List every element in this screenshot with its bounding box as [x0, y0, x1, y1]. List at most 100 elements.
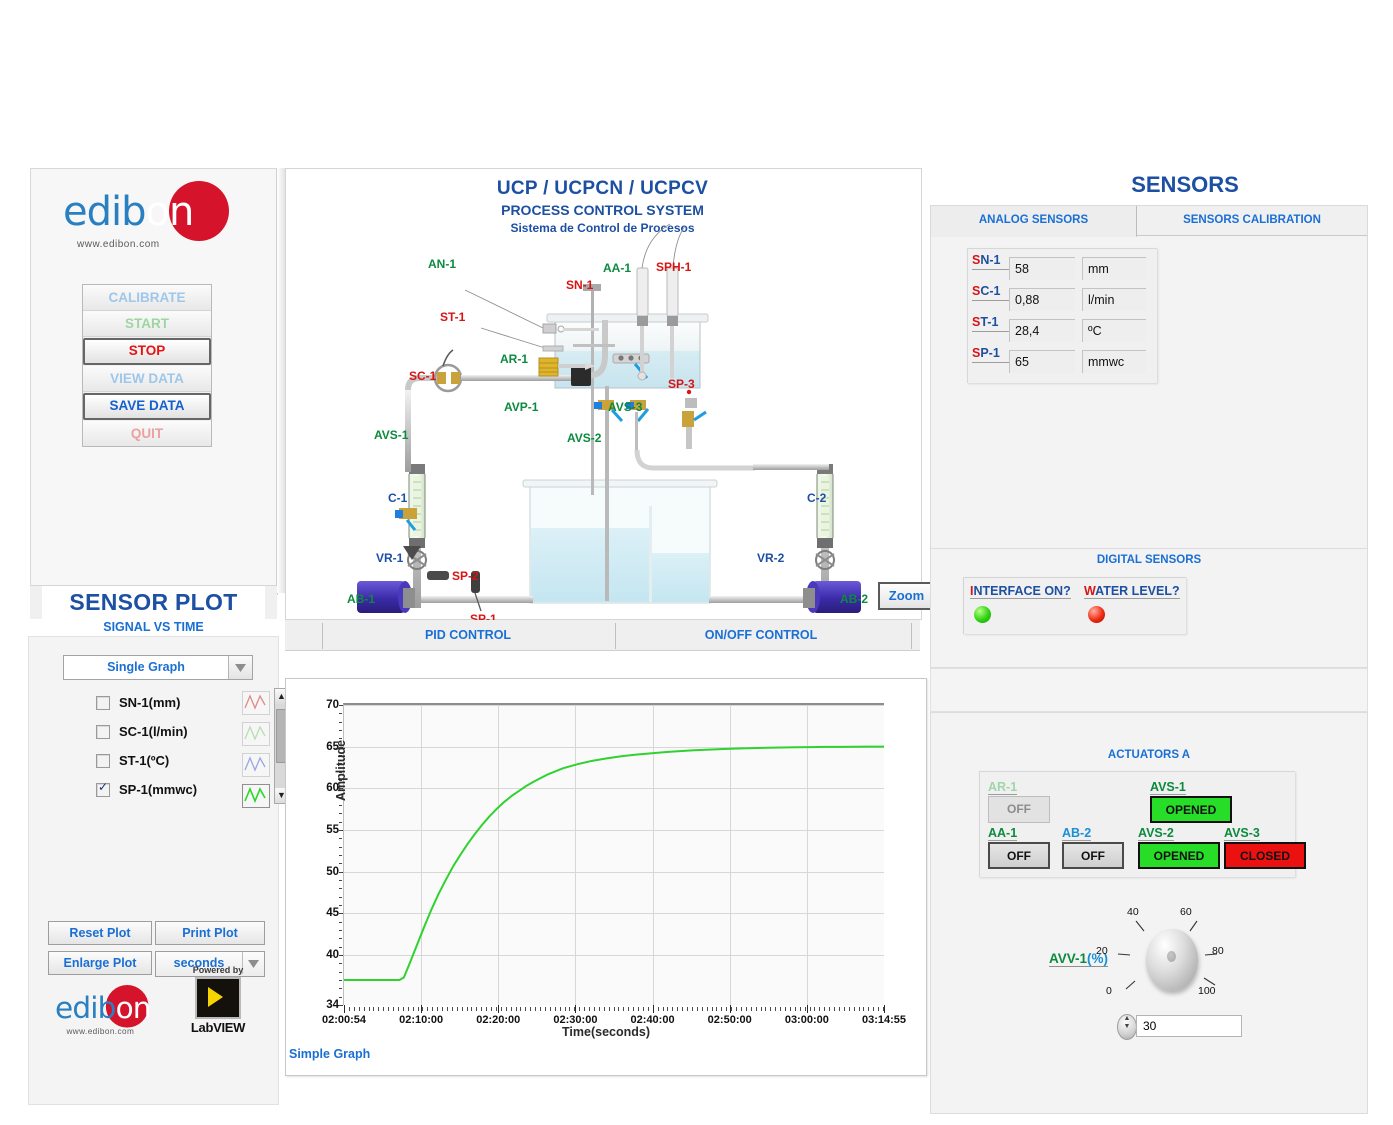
- tab-onoff-control[interactable]: ON/OFF CONTROL: [704, 628, 818, 642]
- diagram-label-sc1: SC-1: [409, 369, 437, 383]
- y-axis-minor-tick: [339, 738, 342, 740]
- tab-analog-sensors[interactable]: ANALOG SENSORS: [931, 206, 1137, 237]
- knob-scale-20: 20: [1096, 945, 1108, 957]
- stop-button[interactable]: STOP: [83, 338, 211, 365]
- chevron-down-icon[interactable]: [242, 952, 264, 974]
- sensor-tag-prefix: S: [972, 284, 981, 298]
- edibon-logo-footer: edibon www.edibon.com: [55, 985, 162, 1037]
- y-axis-tick: 65: [326, 740, 339, 753]
- digital-label-rest: NTERFACE ON?: [973, 584, 1071, 598]
- diagram-label-avp1: AVP-1: [504, 400, 539, 414]
- digital-label-rest: ATER LEVEL?: [1095, 584, 1180, 598]
- diagram-label-sp3: SP-3: [668, 377, 695, 391]
- digital-sensors-panel: DIGITAL SENSORS INTERFACE ON? WATER LEVE…: [930, 548, 1368, 668]
- print-plot-button[interactable]: Print Plot: [155, 921, 265, 945]
- diagram-label-sp2: SP-2: [452, 569, 479, 583]
- sensor-value-sp1: 65: [1009, 350, 1075, 373]
- wave-icon-sp1: [242, 784, 270, 808]
- edibon-logo-word: edibon: [63, 189, 194, 235]
- actuators-title: ACTUATORS A: [1107, 749, 1191, 761]
- tab-analog-sensors-label: ANALOG SENSORS: [978, 214, 1089, 226]
- sensor-tag-prefix: S: [972, 315, 981, 329]
- gridline-horizontal: [344, 705, 884, 706]
- graph-mode-select[interactable]: Single Graph: [63, 655, 253, 680]
- y-axis-minor-tick: [339, 1005, 342, 1006]
- scroll-up-icon[interactable]: ▲: [275, 689, 288, 704]
- diagram-label-sn1: SN-1: [566, 278, 594, 292]
- actuator-button-aa1[interactable]: OFF: [988, 842, 1050, 869]
- save-data-button[interactable]: SAVE DATA: [83, 393, 211, 420]
- sensor-plot-subtitle: SIGNAL VS TIME: [103, 620, 204, 634]
- actuator-button-avs3[interactable]: CLOSED: [1224, 842, 1306, 869]
- x-axis-tick: 02:10:00: [399, 1014, 444, 1026]
- avv1-numeric-control[interactable]: ▲ ▼ 30: [1117, 1014, 1242, 1040]
- gridline-horizontal: [344, 871, 884, 873]
- quit-button[interactable]: QUIT: [83, 421, 211, 446]
- sensor-tag-sp1: SP-1: [972, 346, 1009, 363]
- gridline-horizontal: [344, 746, 884, 748]
- avv1-knob[interactable]: [1146, 929, 1198, 991]
- actuator-button-ar1[interactable]: OFF: [988, 796, 1050, 823]
- signal-checkbox-sp1[interactable]: [96, 780, 110, 797]
- labview-label: LabVIEW: [190, 1020, 246, 1035]
- logo-text-edib: edib: [63, 189, 147, 235]
- edibon-logo-word: edibon: [55, 991, 152, 1026]
- x-axis-tick: 02:20:00: [476, 1014, 521, 1026]
- y-axis-minor-tick: [339, 821, 342, 823]
- table-row: SN-1 58 mm: [972, 253, 1157, 284]
- logo-text-n: n: [132, 991, 152, 1026]
- gridline-horizontal: [344, 913, 884, 915]
- diagram-label-avs3: AVS-3: [608, 400, 643, 414]
- zoom-button-wrapper[interactable]: Zoom: [878, 582, 935, 610]
- y-axis-minor-tick: [339, 980, 342, 981]
- edibon-url: www.edibon.com: [66, 1027, 135, 1037]
- avv1-value-field[interactable]: 30: [1136, 1015, 1242, 1037]
- signal-row-sn1[interactable]: SN-1(mm): [96, 688, 276, 717]
- avv1-label: AVV-1(%): [1049, 951, 1109, 967]
- wave-icon-sc1: [242, 722, 270, 746]
- calibrate-button[interactable]: CALIBRATE: [83, 285, 211, 311]
- sensor-chart: 34 40 45 50 55 60 65 70 02:00:54 02:10:00 02:20:0…: [285, 678, 927, 1076]
- sensor-tag-prefix: S: [972, 346, 981, 360]
- logo-text-o: o: [115, 991, 134, 1026]
- gridline-vertical: [575, 705, 577, 1005]
- powered-by-label: Powered by: [192, 965, 244, 975]
- chevron-down-icon[interactable]: [228, 656, 252, 679]
- actuator-button-avs1[interactable]: OPENED: [1150, 796, 1232, 823]
- tab-pid-control[interactable]: PID CONTROL: [424, 628, 512, 642]
- y-axis-minor-tick: [339, 746, 342, 748]
- sensor-tag-rest: N-1: [980, 253, 1001, 267]
- gridline-horizontal: [344, 788, 884, 790]
- signal-row-st1[interactable]: ST-1(ºC): [96, 746, 276, 775]
- enlarge-plot-button[interactable]: Enlarge Plot: [48, 951, 152, 975]
- scroll-down-icon[interactable]: ▼: [275, 788, 288, 803]
- table-row: SP-1 65 mmwc: [972, 346, 1157, 377]
- y-axis-minor-tick: [339, 888, 342, 890]
- actuator-tag-aa1: AA-1: [988, 826, 1018, 841]
- tab-divider-right: [911, 623, 912, 649]
- zoom-button[interactable]: Zoom: [878, 582, 935, 610]
- y-axis-minor-tick: [339, 805, 342, 806]
- view-data-button[interactable]: VIEW DATA: [83, 366, 211, 392]
- time-unit-select[interactable]: seconds: [155, 951, 265, 977]
- signal-row-sc1[interactable]: SC-1(l/min): [96, 717, 276, 746]
- reset-plot-button[interactable]: Reset Plot: [48, 921, 152, 945]
- signal-row-sp1[interactable]: SP-1(mmwc): [96, 775, 276, 804]
- actuator-tag-avs3: AVS-3: [1224, 826, 1260, 841]
- spinner-icon[interactable]: ▲ ▼: [1117, 1014, 1137, 1040]
- signal-checkbox-st1[interactable]: [96, 753, 110, 768]
- x-axis-tick: 03:00:00: [784, 1014, 829, 1026]
- start-button[interactable]: START: [83, 311, 211, 337]
- actuator-button-avs2[interactable]: OPENED: [1138, 842, 1220, 869]
- wave-icon-st1: [242, 753, 270, 777]
- tab-sensors-calibration[interactable]: SENSORS CALIBRATION: [1137, 206, 1367, 236]
- tab-divider-left: [322, 623, 323, 649]
- signal-checkbox-sn1[interactable]: [96, 695, 110, 710]
- wave-icon-sn1: [242, 691, 270, 715]
- chart-plot-area[interactable]: 34 40 45 50 55 60 65 70 02:00:54 02:10:00 02:20:0…: [322, 699, 906, 1026]
- y-axis-minor-tick: [339, 930, 342, 931]
- y-axis-minor-tick: [339, 871, 342, 873]
- actuator-button-ab2[interactable]: OFF: [1062, 842, 1124, 869]
- signal-checkbox-sc1[interactable]: [96, 724, 110, 739]
- y-axis-minor-tick: [339, 880, 342, 881]
